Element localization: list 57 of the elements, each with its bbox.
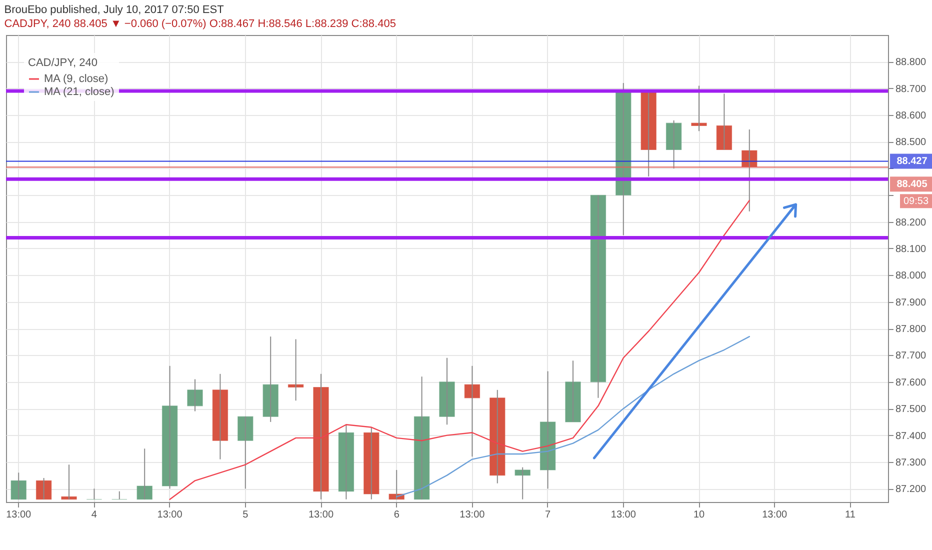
x-tick-label: 6: [394, 510, 400, 520]
legend-label: MA (21, close): [44, 86, 114, 98]
y-tick-label: 87.700: [896, 350, 927, 362]
y-tick-label: 88.500: [896, 137, 927, 148]
x-tick-label: 13:00: [157, 510, 183, 520]
x-tick-label: 13:00: [762, 510, 788, 520]
y-tick-label: 87.500: [896, 404, 927, 416]
y-tick-label: 87.800: [896, 324, 927, 336]
candlestick: [590, 194, 606, 398]
y-tick-label: 87.600: [896, 377, 927, 388]
x-tick-label: 10: [693, 510, 705, 520]
x-tick-label: 13:00: [308, 510, 334, 520]
ref-line-label: 88.405: [896, 179, 928, 190]
y-tick-label: 88.800: [896, 57, 927, 68]
x-tick-label: 13:00: [6, 510, 32, 520]
candlestick: [691, 85, 707, 132]
candlestick: [464, 365, 480, 458]
x-tick-label: 11: [845, 510, 856, 520]
candlestick: [238, 416, 254, 490]
y-tick-label: 87.300: [896, 457, 927, 468]
chart-subtitle: CADJPY, 240 88.405 ▼ −0.060 (−0.07%) O:88.467 H:88.546 L:88.239 C:88.405: [4, 18, 396, 30]
candlestick: [36, 477, 52, 500]
candlestick: [514, 466, 530, 500]
y-tick-label: 88.700: [896, 84, 927, 95]
candlestick: [364, 426, 380, 500]
x-tick-label: 5: [242, 510, 249, 520]
candlestick: [136, 448, 152, 500]
candlestick: [716, 93, 732, 150]
y-tick-label: 87.900: [896, 297, 927, 308]
candlestick: [187, 378, 203, 412]
x-tick-label: 13:00: [610, 510, 636, 520]
x-tick-label: 4: [91, 510, 98, 520]
line-series: [169, 200, 750, 500]
x-tick-label: 13:00: [460, 510, 486, 520]
y-tick-label: 88.600: [896, 110, 927, 122]
candlestick: [338, 424, 354, 500]
y-tick-label: 87.200: [896, 484, 927, 496]
y-tick-label: 88.000: [896, 270, 927, 282]
candlestick: [439, 357, 455, 426]
y-tick-label: 87.400: [896, 430, 927, 442]
candlestick: [640, 90, 656, 177]
candlestick: [212, 373, 228, 460]
y-tick-label: 88.200: [896, 217, 927, 228]
candlestick: [313, 373, 329, 500]
candlestick: [666, 120, 682, 169]
candlestick: [262, 336, 278, 422]
y-tick-label: 88.100: [896, 244, 927, 255]
candlestick: [490, 389, 506, 484]
legend-title: CAD/JPY, 240: [28, 57, 98, 69]
x-tick-label: 7: [545, 510, 552, 520]
text: 09:53: [903, 196, 929, 208]
candlestick: [10, 472, 26, 500]
legend-label: MA (9, close): [44, 73, 108, 85]
chart-title: BrouEbo published, July 10, 2017 07:50 EST: [4, 4, 224, 16]
ref-line-label: 88.427: [896, 156, 928, 168]
candlestick: [162, 365, 178, 490]
candlestick: [565, 360, 581, 422]
